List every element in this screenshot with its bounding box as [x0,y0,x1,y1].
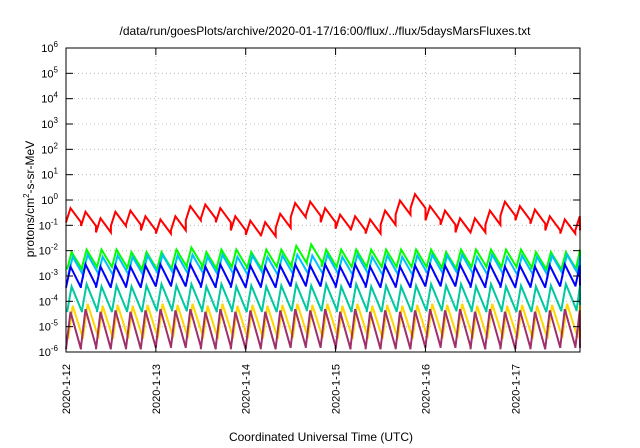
y-tick-label: 100 [41,192,58,207]
y-tick-exp: 6 [54,40,59,49]
y-tick-label: 106 [41,40,58,55]
y-tick-label: 101 [41,167,58,182]
series-line-4 [65,261,581,289]
y-tick-base: 10 [41,119,53,131]
y-tick-base: 10 [39,271,51,283]
x-tick-label: 2020-1-16 [420,364,432,414]
y-tick-base: 10 [39,220,51,232]
x-tick-label: 2020-1-15 [331,364,343,414]
y-tick-exp: 2 [54,141,59,150]
x-tick-label: 2020-1-12 [61,364,73,414]
series-line-1 [65,191,581,240]
y-tick-base: 10 [41,144,53,156]
y-tick-base: 10 [41,195,53,207]
y-tick-label: 10-2 [39,243,59,258]
y-tick-base: 10 [41,94,53,106]
y-tick-exp: -4 [51,293,59,302]
grid [65,48,580,352]
y-tick-label: 103 [41,116,58,131]
x-tick-labels: 2020-1-12 2020-1-13 2020-1-14 2020-1-15 2020… [61,364,522,414]
chart-title: /data/run/goesPlots/archive/2020-01-17/1… [120,24,532,38]
y-tick-exp: -1 [51,217,59,226]
y-tick-base: 10 [39,347,51,359]
y-tick-label: 105 [41,65,58,80]
y-tick-base: 10 [41,43,53,55]
y-tick-base: 10 [39,296,51,308]
y-tick-label: 102 [41,141,58,156]
y-tick-labels: 10610510410310210110010-110-210-310-410-… [39,40,59,359]
series-line-5 [66,280,581,313]
y-tick-exp: 3 [54,116,59,125]
y-tick-exp: 4 [54,91,59,100]
y-axis-label-pre: protons/cm [23,198,37,257]
series-line-2 [66,241,581,274]
y-tick-exp: -3 [51,268,59,277]
y-tick-exp: -2 [51,243,59,252]
y-tick-label: 104 [41,91,58,106]
y-tick-label: 10-1 [39,217,59,232]
y-tick-exp: 1 [54,167,59,176]
y-tick-base: 10 [41,68,53,80]
x-axis-label: Coordinated Universal Time (UTC) [229,430,413,444]
y-axis-label-sup: 2 [22,193,31,198]
y-tick-base: 10 [39,246,51,258]
x-tick-label: 2020-1-14 [241,364,253,414]
x-tick-label: 2020-1-13 [151,364,163,414]
y-tick-exp: 5 [54,65,59,74]
y-tick-base: 10 [39,322,51,334]
y-tick-exp: 0 [54,192,59,201]
y-tick-label: 10-4 [39,293,59,308]
y-tick-exp: -6 [51,344,59,353]
y-tick-label: 10-6 [39,344,59,359]
y-axis-label-post: -s-sr-MeV [23,141,37,194]
series-lines [65,191,581,350]
x-tick-label: 2020-1-17 [510,364,522,414]
plot-frame [65,47,581,353]
y-tick-base: 10 [41,170,53,182]
y-tick-label: 10-5 [39,319,59,334]
y-tick-exp: -5 [51,319,59,328]
y-tick-label: 10-3 [39,268,59,283]
series-line-7 [65,308,581,350]
y-axis-label: protons/cm2-s-sr-MeV [22,141,37,257]
